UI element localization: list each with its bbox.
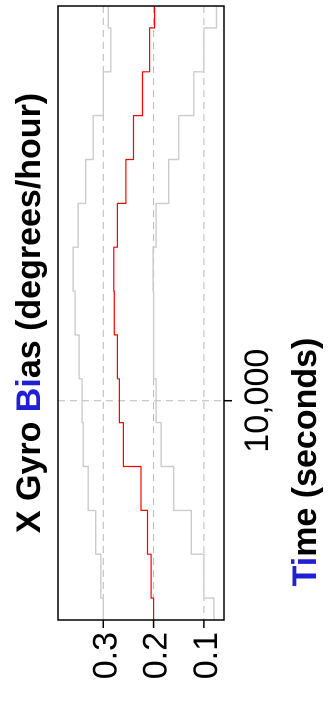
series-line-lower-bound bbox=[152, 6, 218, 620]
y-axis-label-part-2: i bbox=[10, 378, 48, 387]
y-tick-label-1: 0.2 bbox=[137, 632, 175, 679]
y-axis-label: X Gyro Bias (degrees/hour) bbox=[10, 93, 48, 533]
x-axis-label: Time (seconds) bbox=[286, 338, 324, 587]
y-axis-label-part-1: B bbox=[10, 388, 48, 413]
plot-layer: 0.3 0.2 0.1 10,000 X Gyro Bias (degrees/hour… bbox=[10, 5, 324, 679]
x-axis-label-part-0: Ti bbox=[286, 557, 324, 587]
y-axis-label-part-0: X Gyro bbox=[10, 412, 48, 533]
series-line-estimate bbox=[113, 6, 156, 620]
x-tick-label-0: 10,000 bbox=[238, 349, 276, 453]
plot-border bbox=[57, 5, 225, 621]
y-axis-label-part-3: as (degrees/hour) bbox=[10, 93, 48, 378]
y-tick-label-2: 0.1 bbox=[187, 632, 225, 679]
plot-background bbox=[58, 6, 224, 620]
series-line-upper-bound bbox=[72, 6, 112, 620]
y-tick-label-0: 0.3 bbox=[86, 632, 124, 679]
x-axis-label-part-1: me (seconds) bbox=[286, 338, 324, 557]
